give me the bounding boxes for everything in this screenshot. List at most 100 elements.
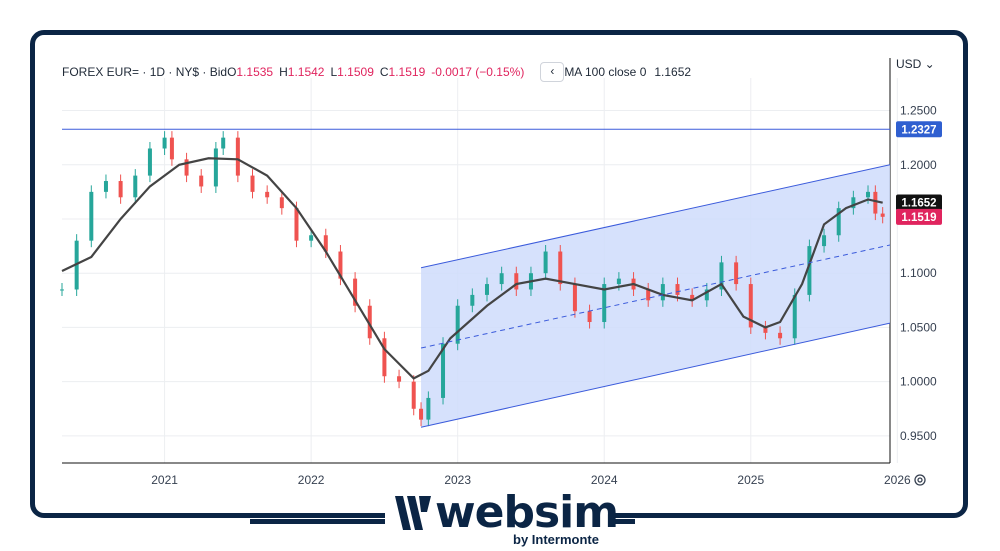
open-value: 1.1535 xyxy=(236,65,274,79)
candle-body xyxy=(470,294,475,306)
symbol-label: FOREX EUR= · 1D · NY$ · Bid xyxy=(62,65,228,79)
candle-body xyxy=(616,278,621,285)
candle-body xyxy=(60,289,64,291)
high-value: 1.1542 xyxy=(287,65,325,79)
x-tick-label: 2023 xyxy=(444,473,471,487)
candle-body xyxy=(514,273,519,290)
websim-logo-mark-icon xyxy=(395,496,431,530)
y-tick-label: 1.2500 xyxy=(900,104,937,118)
candle-body xyxy=(397,376,402,382)
currency-selector[interactable]: USD ⌄ xyxy=(896,57,935,71)
candle-body xyxy=(778,332,783,339)
x-tick-label: 2025 xyxy=(737,473,764,487)
high-label: H xyxy=(279,65,288,79)
y-tick-label: 0.9500 xyxy=(900,429,937,443)
ma-label: MA 100 close 0 xyxy=(564,65,647,79)
candle-body xyxy=(734,262,739,285)
candle-body xyxy=(184,159,189,176)
candle-body xyxy=(836,208,841,236)
collapse-indicators-button[interactable]: ‹ xyxy=(540,62,565,82)
candle-body xyxy=(587,311,592,323)
x-tick-label: 2026 xyxy=(884,473,911,487)
candle-body xyxy=(660,284,665,301)
y-tick-label: 1.0000 xyxy=(900,375,937,389)
low-label: L xyxy=(330,65,338,79)
candle-body xyxy=(807,246,812,295)
price-label-box xyxy=(896,208,942,225)
candle-body xyxy=(646,289,651,301)
websim-logo: websim by Intermonte xyxy=(385,487,619,548)
y-tick-label: 1.2000 xyxy=(900,158,937,172)
price-label-box xyxy=(896,194,942,211)
candle-body xyxy=(690,294,695,301)
series-line-channel-lower xyxy=(420,322,891,428)
series-line-MA 100 close 0 xyxy=(61,157,883,380)
candle-body xyxy=(250,175,255,192)
candle-body xyxy=(880,213,885,217)
candle-body xyxy=(719,262,724,290)
candle-body xyxy=(133,175,138,198)
candle-body xyxy=(162,137,167,149)
candle-body xyxy=(323,235,328,252)
candle-body xyxy=(866,191,871,198)
candle-body xyxy=(822,235,827,247)
settings-gear-icon[interactable] xyxy=(912,472,928,488)
candle-body xyxy=(763,327,768,333)
series-line-channel-mid xyxy=(420,244,891,349)
candle-body xyxy=(419,408,424,420)
logo-tagline: by Intermonte xyxy=(513,532,599,547)
open-label: O xyxy=(227,65,237,79)
x-tick-label: 2021 xyxy=(151,473,178,487)
logo-wordmark: websim xyxy=(435,487,619,538)
interval: 1D xyxy=(149,65,166,79)
candle-body xyxy=(118,181,123,198)
candle-body xyxy=(426,397,431,420)
candle-body xyxy=(792,294,797,339)
change-value: -0.0017 (−0.15%) xyxy=(431,65,525,79)
candle-body xyxy=(675,284,680,295)
candle-body xyxy=(873,191,878,214)
candle-body xyxy=(704,289,709,301)
close-label: C xyxy=(379,65,389,79)
candle-body xyxy=(851,197,856,209)
close-value: 1.1519 xyxy=(388,65,426,79)
candle-body xyxy=(338,251,343,279)
candle-body xyxy=(235,137,240,176)
candle-body xyxy=(199,175,204,187)
ma-value: 1.1652 xyxy=(654,65,692,79)
logo-rule-right xyxy=(615,519,635,524)
price-label-text: 1.1652 xyxy=(901,198,936,210)
candle-body xyxy=(103,181,108,192)
candle-body xyxy=(169,137,174,160)
candle-body xyxy=(382,338,387,377)
symbol: FOREX EUR= xyxy=(62,65,140,79)
candle-body xyxy=(572,284,577,312)
candle-body xyxy=(353,278,358,306)
x-tick-label: 2024 xyxy=(591,473,618,487)
candle-body xyxy=(309,235,314,241)
low-value: 1.1509 xyxy=(337,65,374,79)
x-tick-label: 2022 xyxy=(298,473,325,487)
exchange: NY$ xyxy=(175,65,200,79)
y-tick-label: 1.0500 xyxy=(900,320,937,334)
candle-body xyxy=(455,305,460,344)
candle-body xyxy=(484,284,489,295)
candle-body xyxy=(602,284,607,323)
candle-body xyxy=(213,148,218,187)
candle-body xyxy=(748,284,753,328)
price-label-text: 1.1519 xyxy=(901,212,936,224)
candle-body xyxy=(89,191,94,241)
candle-body xyxy=(558,251,563,285)
candle-body xyxy=(265,191,270,198)
candle-body xyxy=(499,273,504,285)
candle-body xyxy=(411,381,416,409)
price-type: Bid xyxy=(209,65,228,79)
chart-header: FOREX EUR= · 1D · NY$ · Bid O 1.1535 H 1.1… xyxy=(62,62,691,82)
candle-body xyxy=(147,148,152,176)
candle-body xyxy=(441,343,446,398)
candle-body xyxy=(294,208,299,241)
price-label-box xyxy=(896,121,942,138)
candle-body xyxy=(367,305,372,339)
channel-fill xyxy=(421,164,890,428)
